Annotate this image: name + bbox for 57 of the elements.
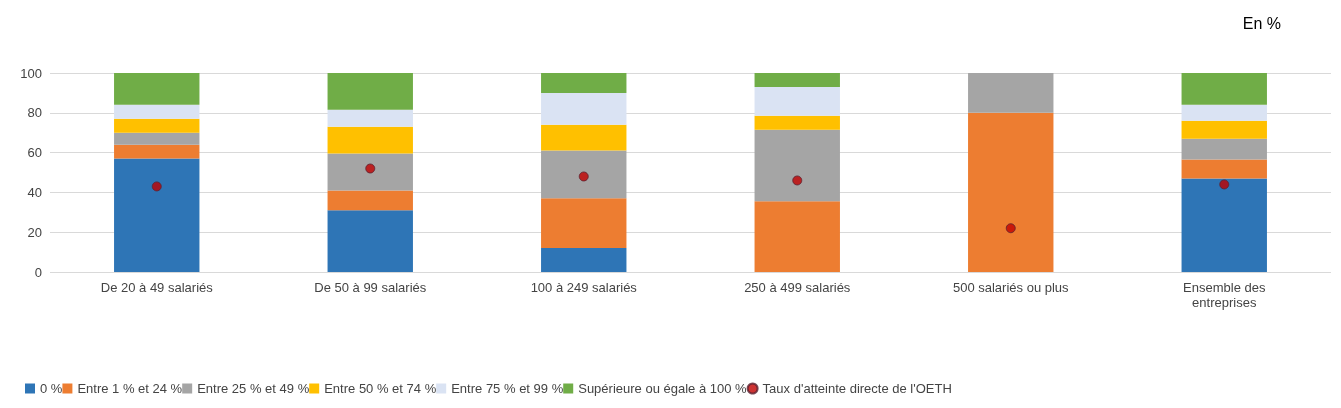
bar — [327, 210, 413, 272]
bar — [541, 124, 627, 151]
legend-label: Entre 25 % et 49 % — [197, 381, 310, 396]
bar — [114, 132, 200, 145]
legend-label: Supérieure ou égale à 100 % — [578, 381, 748, 396]
bar — [114, 104, 200, 119]
x-tick-label: 250 à 499 salariés — [744, 280, 851, 295]
bar — [327, 73, 413, 110]
bar — [968, 112, 1054, 272]
bar — [327, 109, 413, 127]
bar — [1181, 73, 1267, 105]
bar — [1181, 159, 1267, 179]
point — [151, 181, 162, 192]
x-tick-label: De 20 à 49 salariés — [100, 280, 214, 295]
y-tick-label: 20 — [27, 224, 42, 240]
y-tick-label: 0 — [34, 264, 42, 280]
y-tick-label: 80 — [27, 105, 42, 121]
bar — [1181, 138, 1267, 160]
legend-label: Taux d'atteinte directe de l'OETH — [762, 381, 952, 396]
bar — [114, 118, 200, 133]
bar — [754, 201, 840, 272]
bar — [1181, 120, 1267, 139]
bar — [754, 86, 840, 116]
bar — [541, 92, 627, 125]
point — [578, 171, 589, 182]
legend-label: Entre 75 % et 99 % — [451, 381, 564, 396]
bar — [541, 73, 627, 93]
bar — [1181, 178, 1267, 272]
bar — [114, 158, 200, 272]
x-tick-label: 500 salariés ou plus — [952, 280, 1070, 295]
point — [792, 175, 803, 186]
bar — [541, 150, 627, 199]
x-tick-label: Ensemble des entreprises — [1183, 280, 1266, 310]
bar — [968, 73, 1054, 113]
bar — [541, 248, 627, 272]
bar — [754, 73, 840, 87]
x-tick-label: 100 à 249 salariés — [530, 280, 638, 295]
text: En % — [1242, 14, 1282, 32]
y-tick-label: 40 — [27, 184, 42, 200]
legend-label: Entre 1 % et 24 % — [77, 381, 183, 396]
y-tick-label: 60 — [27, 145, 42, 161]
y-tick-label: 100 — [20, 65, 42, 81]
bar — [114, 144, 200, 159]
point — [365, 163, 376, 174]
bar — [327, 190, 413, 211]
x-tick-label: De 50 à 99 salariés — [314, 280, 427, 295]
legend-label: Entre 50 % et 74 % — [324, 381, 437, 396]
point — [1005, 223, 1016, 234]
point — [1219, 179, 1230, 190]
bar — [754, 129, 840, 202]
legend-label: 0 % — [40, 381, 63, 396]
bar — [327, 153, 413, 191]
bar — [541, 198, 627, 249]
bar — [754, 115, 840, 130]
bar — [327, 126, 413, 154]
bar — [1181, 104, 1267, 121]
bar — [114, 73, 200, 105]
